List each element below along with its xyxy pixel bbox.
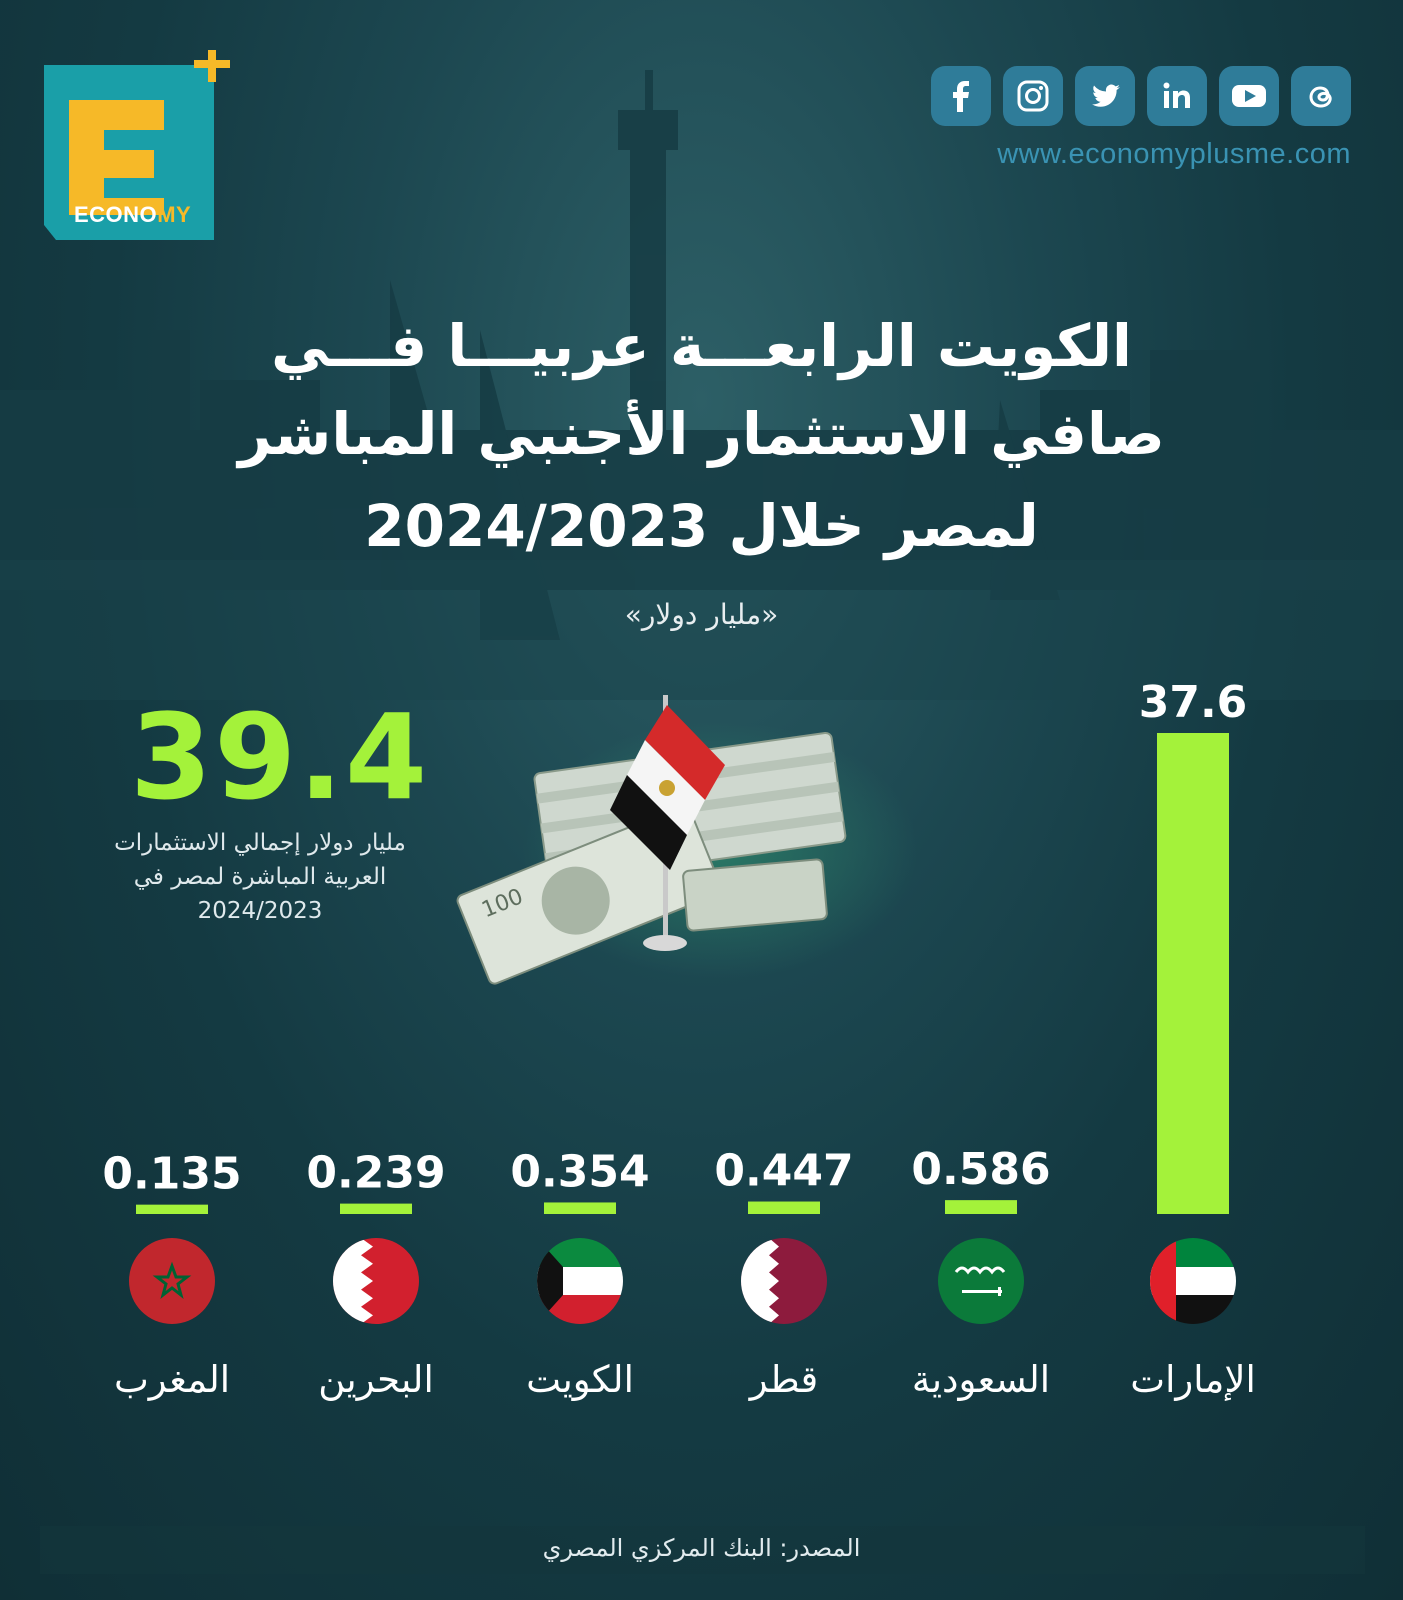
value-label-morocco: 0.135 (102, 1149, 241, 1200)
background-skyline (0, 70, 1403, 700)
country-label-kuwait: الكويت (526, 1358, 634, 1401)
total-description: مليار دولار إجمالي الاستثمارات العربية ا… (100, 826, 420, 928)
economy-plus-logo: ECONOMY (44, 46, 244, 250)
bar-qatar (748, 1201, 820, 1214)
bahrain-flag-icon (333, 1238, 419, 1324)
bar-uae (1157, 733, 1229, 1214)
value-label-uae: 37.6 (1139, 677, 1248, 728)
title-line-1: الكويت الرابعـــة عربيـــا فـــي (271, 312, 1132, 380)
unit-label: «مليار دولار» (624, 598, 779, 631)
value-label-saudi: 0.586 (911, 1144, 1050, 1195)
total-desc-line-1: مليار دولار إجمالي الاستثمارات (114, 830, 406, 856)
total-desc-line-3: 2024/2023 (197, 898, 323, 924)
value-label-qatar: 0.447 (714, 1146, 853, 1197)
logo-mark-icon (44, 46, 230, 240)
source-bar (40, 1526, 1365, 1574)
value-label-bahrain: 0.239 (306, 1148, 445, 1199)
bar-bahrain (340, 1203, 412, 1214)
bar-morocco (136, 1204, 208, 1214)
uae-flag-icon (1150, 1238, 1236, 1324)
social-links (931, 66, 1351, 126)
threads-icon[interactable] (1291, 66, 1351, 126)
country-label-uae: الإمارات (1130, 1358, 1256, 1401)
morocco-flag-icon (129, 1238, 215, 1324)
country-label-saudi: السعودية (911, 1358, 1051, 1401)
facebook-icon[interactable] (931, 66, 991, 126)
twitter-icon[interactable] (1075, 66, 1135, 126)
kuwait-flag-icon (537, 1238, 623, 1324)
website-url[interactable]: www.economyplusme.com (997, 138, 1351, 170)
source-text: المصدر: البنك المركزي المصري (542, 1534, 861, 1562)
money-egypt-flag-illustration: 100 (456, 695, 847, 985)
youtube-icon[interactable] (1219, 66, 1279, 126)
value-label-kuwait: 0.354 (510, 1146, 649, 1197)
title-line-2: صافي الاستثمار الأجنبي المباشر (238, 400, 1165, 468)
bar-saudi (945, 1200, 1017, 1214)
bar-kuwait (544, 1202, 616, 1214)
logo-wordmark: ECONOMY (74, 202, 192, 227)
country-label-bahrain: البحرين (318, 1358, 434, 1401)
instagram-icon[interactable] (1003, 66, 1063, 126)
country-label-morocco: المغرب (113, 1358, 231, 1401)
linkedin-icon[interactable] (1147, 66, 1207, 126)
qatar-flag-icon (741, 1238, 827, 1324)
country-label-qatar: قطر (749, 1358, 819, 1401)
total-value: 39.4 (130, 688, 430, 826)
total-desc-line-2: العربية المباشرة لمصر في (133, 864, 387, 890)
saudi-flag-icon (938, 1238, 1024, 1324)
egypt-flag-icon (610, 695, 725, 951)
title-line-3: لمصر خلال 2024/2023 (364, 492, 1039, 560)
